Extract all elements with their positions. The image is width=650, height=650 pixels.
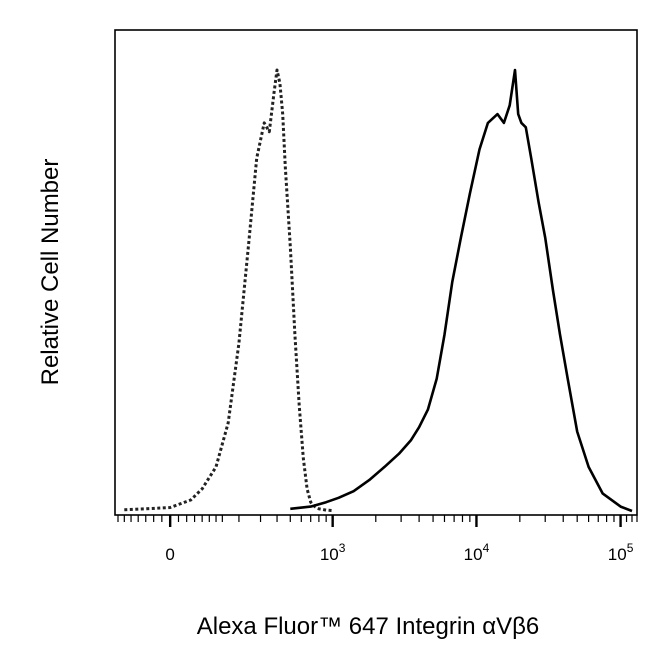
x-major-ticks	[168, 515, 622, 527]
series-line-dotted	[124, 68, 333, 513]
plot-frame	[114, 29, 638, 516]
series-line-solid	[290, 68, 633, 513]
x-minor-ticks	[117, 515, 638, 522]
x-tick-label: 104	[464, 541, 490, 564]
x-tick-label: 105	[608, 541, 634, 564]
y-axis-title: Relative Cell Number	[37, 159, 64, 386]
x-axis-title: Alexa Fluor™ 647 Integrin αVβ6	[197, 613, 540, 640]
x-tick-label: 0	[165, 545, 174, 564]
series-layer	[124, 68, 633, 513]
x-tick-labels: 0 103 104 105	[165, 541, 633, 564]
x-tick-label: 103	[320, 541, 346, 564]
